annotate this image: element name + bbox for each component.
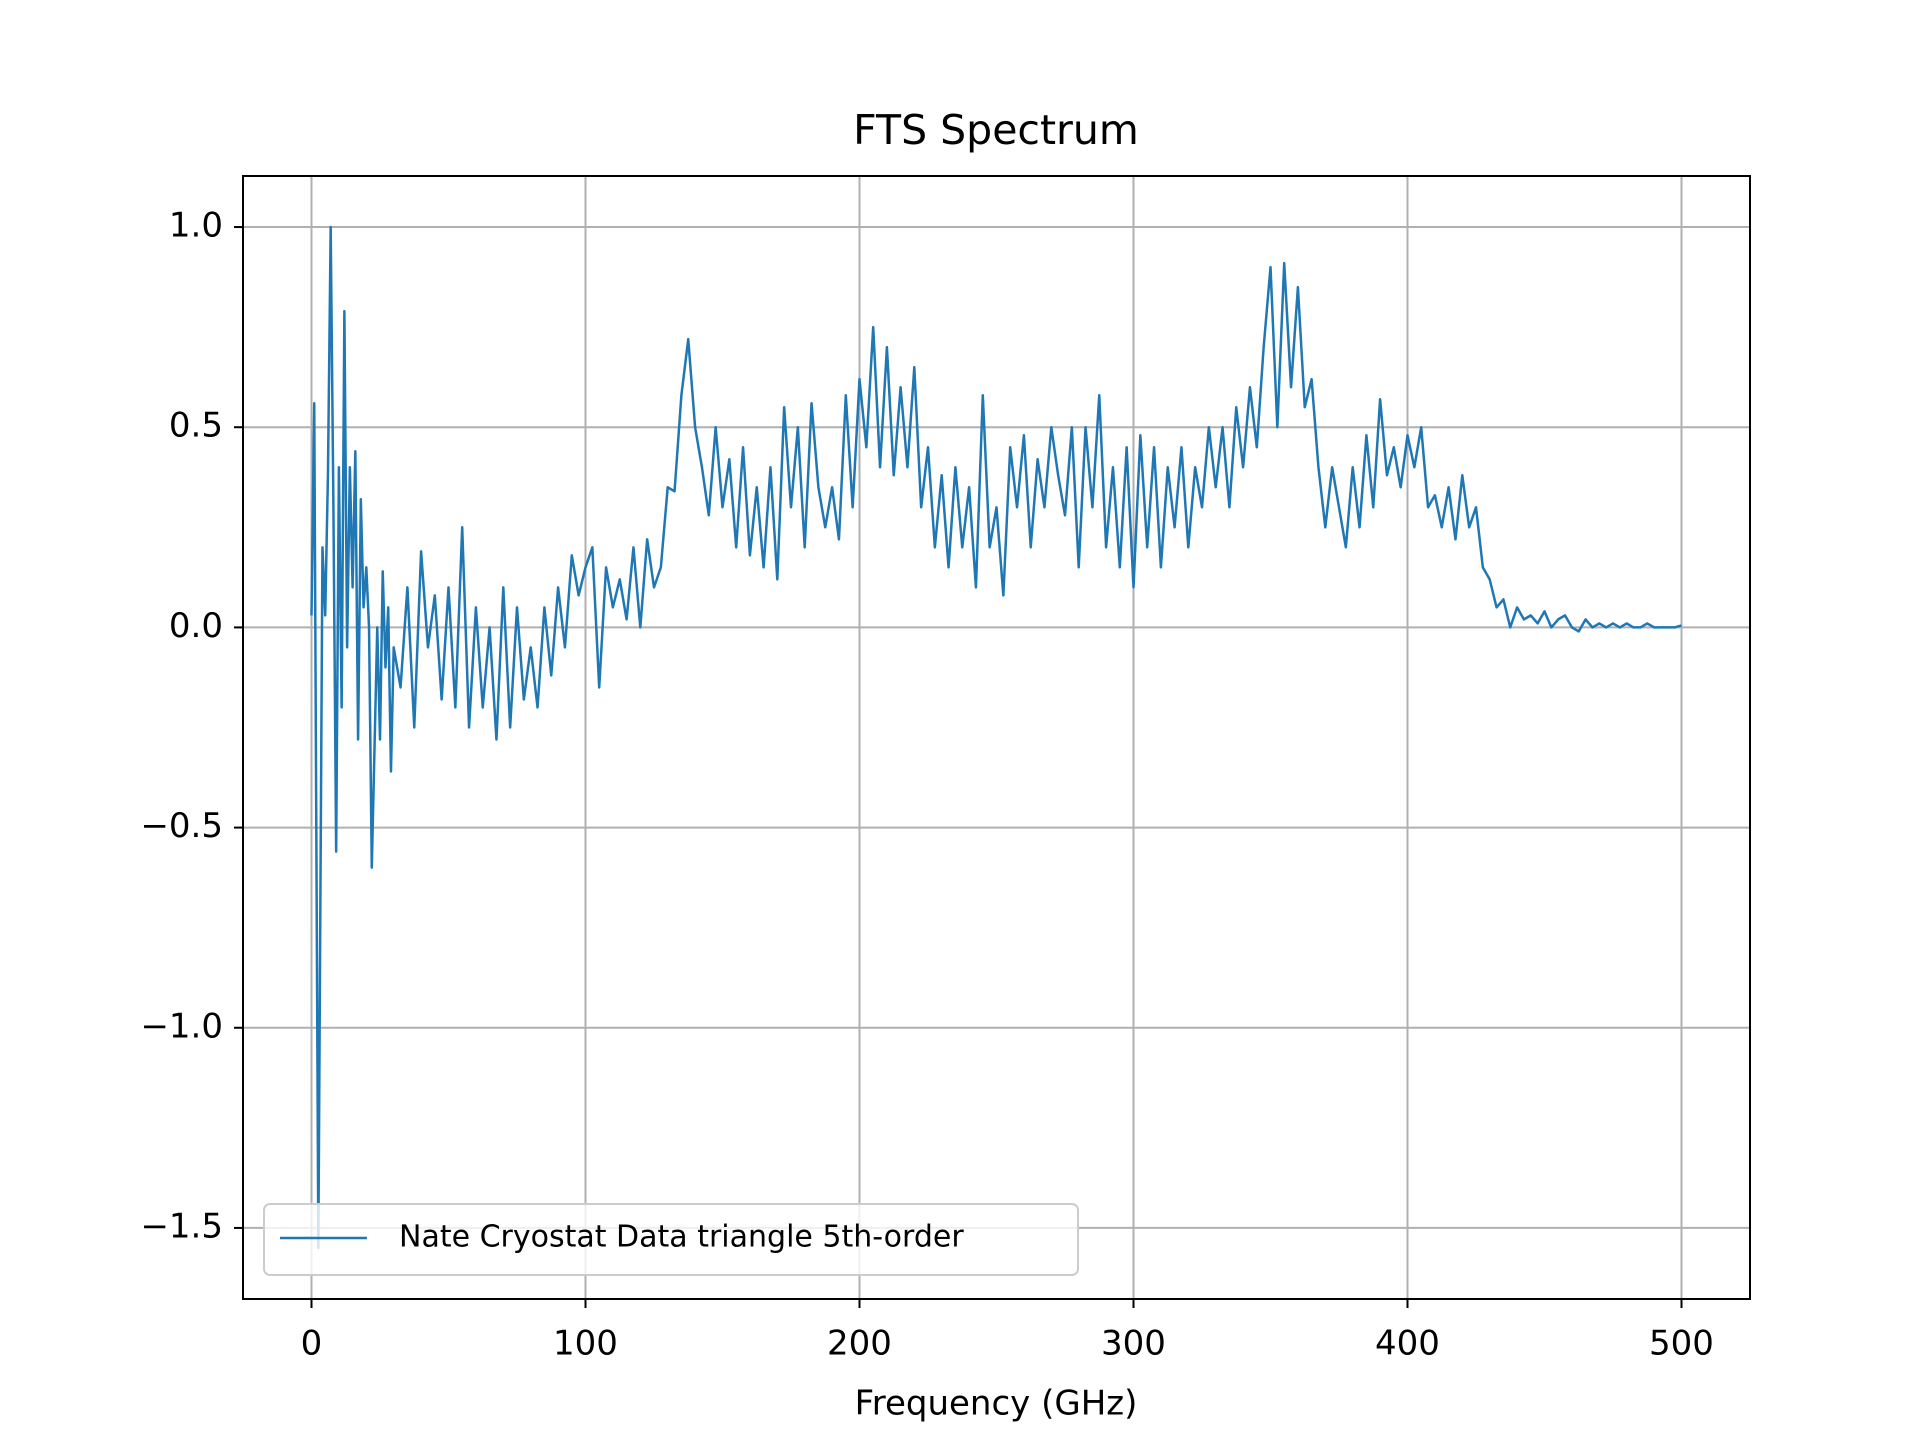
y-tick-label: −0.5	[140, 806, 223, 846]
legend-label: Nate Cryostat Data triangle 5th-order	[399, 1220, 964, 1255]
y-tick-label: 0.0	[169, 606, 223, 646]
x-tick-label: 200	[827, 1324, 892, 1364]
x-tick-label: 500	[1649, 1324, 1714, 1364]
legend-box	[263, 1203, 1079, 1276]
data-line	[310, 225, 1682, 1250]
x-tick-label: 400	[1375, 1324, 1440, 1364]
x-tick-label: 0	[301, 1324, 323, 1364]
x-tick-label: 300	[1101, 1324, 1166, 1364]
x-axis-label: Frequency (GHz)	[855, 1384, 1138, 1424]
x-tick-label: 100	[553, 1324, 618, 1364]
chart-title: FTS Spectrum	[853, 106, 1139, 154]
y-tick-label: −1.5	[140, 1206, 223, 1246]
axes-frame	[242, 175, 1751, 1300]
y-tick-label: 1.0	[169, 206, 223, 246]
y-tick-label: −1.0	[140, 1006, 223, 1046]
y-tick-label: 0.5	[169, 406, 223, 446]
